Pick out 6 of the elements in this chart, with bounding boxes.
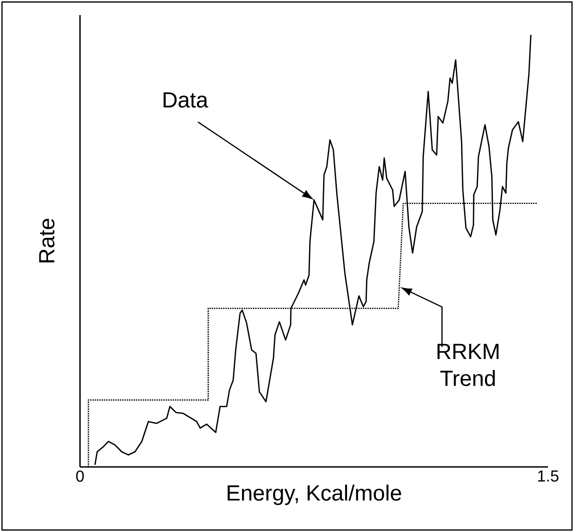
x-tick-label: 0: [76, 470, 84, 482]
x-tick-label: 1.5: [538, 470, 558, 482]
annotation: RRKM Trend: [438, 344, 498, 386]
y-axis-title: Rate: [39, 218, 54, 262]
annotation: Data: [164, 92, 208, 108]
x-axis-title: Energy, Kcal/mole: [228, 484, 402, 506]
